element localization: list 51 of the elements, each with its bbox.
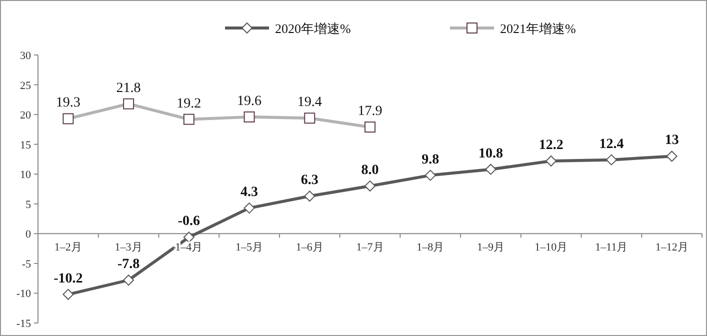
- point: [424, 170, 436, 181]
- x-tick-label: 1–5月: [236, 242, 264, 254]
- y-tick-label: -10: [16, 288, 32, 300]
- x-tick-label: 1–6月: [296, 242, 324, 254]
- y-tick-label: 20: [20, 110, 32, 122]
- x-tick-label: 1–2月: [54, 242, 82, 254]
- data-label: 19.3: [56, 96, 80, 111]
- y-tick-label: 25: [20, 80, 32, 92]
- y-tick-label: 15: [20, 139, 32, 152]
- y-tick-label: -15: [16, 318, 32, 330]
- legend-label: 2020年增速%: [275, 21, 351, 36]
- data-label: 4.3: [240, 185, 258, 200]
- y-tick-label: 0: [26, 228, 32, 241]
- x-tick-label: 1–12月: [655, 242, 688, 254]
- data-label: 8.0: [361, 163, 379, 178]
- x-tick-label: 1–9月: [476, 242, 504, 254]
- point: [304, 190, 316, 202]
- y-tick-label: -5: [22, 258, 32, 270]
- y-tick-label: 10: [20, 169, 32, 182]
- data-label: 21.8: [116, 80, 141, 96]
- y-tick-label: 5: [26, 198, 32, 211]
- data-label: 10.8: [478, 146, 503, 162]
- data-label: 12.2: [538, 138, 564, 154]
- data-label: 17.9: [358, 104, 382, 120]
- data-label: 19.2: [176, 96, 202, 112]
- data-label: -0.6: [178, 214, 200, 230]
- x-tick-label: 1–11月: [595, 242, 628, 254]
- data-label: 9.8: [422, 152, 440, 168]
- data-label: 13: [664, 133, 679, 148]
- point: [546, 156, 557, 167]
- point: [62, 288, 74, 300]
- data-label: 12.4: [599, 136, 624, 152]
- data-label: -10.2: [54, 271, 83, 286]
- point: [244, 202, 255, 214]
- data-label: 6.3: [300, 173, 318, 188]
- x-tick-label: 1–4月: [175, 242, 203, 254]
- x-tick-label: 1–3月: [114, 242, 142, 254]
- x-tick-label: 1–10月: [534, 242, 568, 254]
- point: [485, 164, 496, 175]
- point: [364, 180, 376, 192]
- x-tick-label: 1–7月: [356, 242, 384, 254]
- y-tick-label: 30: [20, 50, 32, 62]
- point: [123, 274, 134, 286]
- point: [666, 150, 678, 162]
- data-label: 19.4: [297, 95, 322, 110]
- data-label: -7.8: [117, 257, 140, 272]
- point: [606, 154, 617, 166]
- legend-label: 2021年增速%: [500, 21, 576, 36]
- point: [183, 232, 194, 243]
- data-label: 19.6: [237, 94, 262, 109]
- x-tick-label: 1–8月: [416, 242, 444, 254]
